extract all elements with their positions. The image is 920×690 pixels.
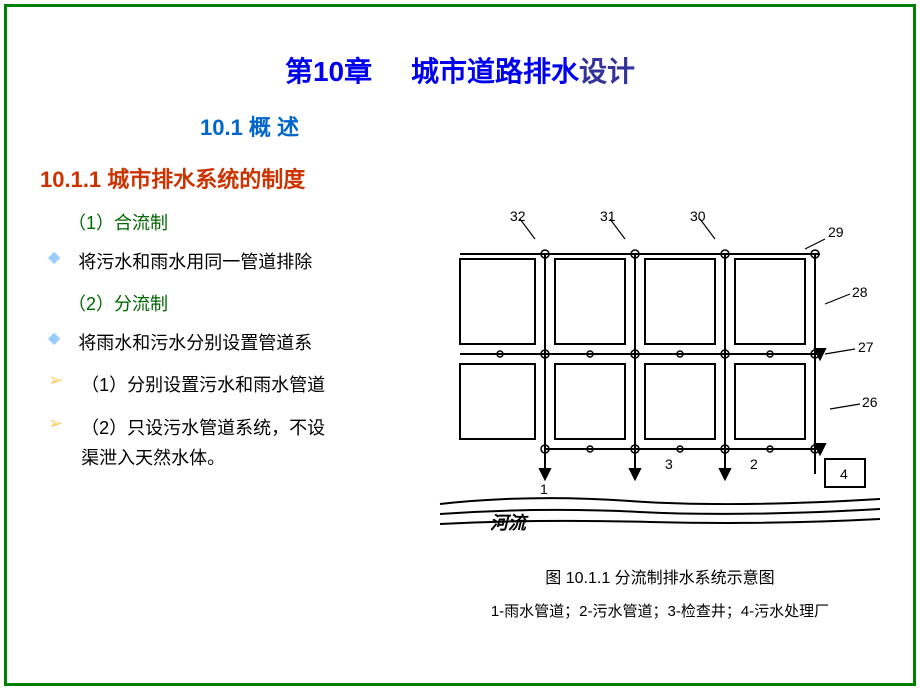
- svg-text:3: 3: [665, 456, 673, 472]
- arrow-icon: ➢: [48, 370, 63, 391]
- diagram-area: 4 1 3 2 32: [430, 209, 890, 621]
- bullet-2: ◆ 将雨水和污水分别设置管道系: [40, 328, 470, 359]
- arrow-2-text: （2）只设污水管道系统，不设 渠泄入天然水体。: [81, 413, 470, 474]
- svg-text:26: 26: [862, 394, 878, 410]
- text-column: （1）合流制 ◆ 将污水和雨水用同一管道排除 （2）分流制 ◆ 将雨水和污水分别…: [40, 209, 470, 474]
- arrow-1: ➢ （1）分别设置污水和雨水管道: [40, 370, 470, 401]
- diagram: 4 1 3 2 32: [430, 209, 890, 549]
- arrow-2a: （2）只设污水管道系统，不设: [81, 418, 325, 438]
- drainage-diagram-svg: 4 1 3 2 32: [430, 209, 890, 549]
- diamond-icon: ◆: [48, 328, 60, 348]
- svg-text:32: 32: [510, 209, 526, 224]
- svg-text:4: 4: [840, 466, 848, 482]
- svg-text:31: 31: [600, 209, 616, 224]
- arrow-2b: 渠泄入天然水体。: [81, 448, 225, 468]
- body-area: （1）合流制 ◆ 将污水和雨水用同一管道排除 （2）分流制 ◆ 将雨水和污水分别…: [40, 209, 880, 474]
- svg-text:1: 1: [540, 481, 548, 497]
- svg-text:2: 2: [750, 456, 758, 472]
- svg-text:28: 28: [852, 284, 868, 300]
- arrow-icon: ➢: [48, 413, 63, 434]
- svg-text:29: 29: [828, 224, 844, 240]
- point-1: （1）合流制: [68, 209, 470, 235]
- figure-legend: 1-雨水管道；2-污水管道；3-检查井；4-污水处理厂: [430, 600, 890, 621]
- bullet-1-text: 将污水和雨水用同一管道排除: [78, 247, 470, 278]
- bullet-1: ◆ 将污水和雨水用同一管道排除: [40, 247, 470, 278]
- figure-caption: 图 10.1.1 分流制排水系统示意图: [430, 564, 890, 588]
- point-2: （2）分流制: [68, 290, 470, 316]
- svg-text:30: 30: [690, 209, 706, 224]
- diamond-icon: ◆: [48, 247, 60, 267]
- arrow-1-text: （1）分别设置污水和雨水管道: [81, 370, 470, 401]
- svg-text:河流: 河流: [490, 513, 529, 533]
- bullet-2-text: 将雨水和污水分别设置管道系: [78, 328, 470, 359]
- svg-text:27: 27: [858, 339, 874, 355]
- arrow-2: ➢ （2）只设污水管道系统，不设 渠泄入天然水体。: [40, 413, 470, 474]
